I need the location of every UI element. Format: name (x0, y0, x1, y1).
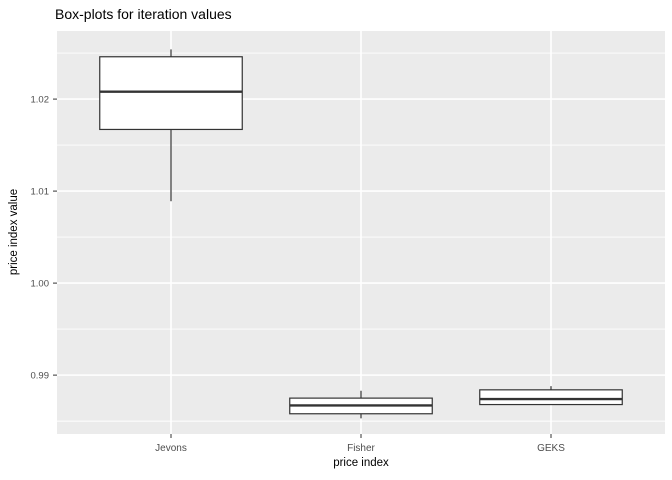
y-axis: 0.99 1.00 1.01 1.02 (31, 95, 57, 382)
chart-title: Box-plots for iteration values (55, 6, 232, 22)
x-axis-title: price index (333, 457, 389, 469)
y-tick-label: 1.02 (31, 95, 50, 106)
y-tick-label: 1.00 (31, 279, 50, 290)
y-tick-label: 0.99 (31, 371, 50, 382)
y-tick-label: 1.01 (31, 187, 50, 198)
boxplot-geks (479, 386, 623, 406)
x-axis: Jevons Fisher GEKS (155, 434, 565, 454)
boxplot-jevons (99, 49, 243, 202)
x-tick-label: Jevons (155, 443, 187, 454)
x-tick-label: GEKS (537, 443, 565, 454)
boxplot-fisher (289, 390, 433, 419)
x-tick-label: Fisher (347, 443, 375, 454)
y-axis-title: price index value (8, 188, 20, 276)
